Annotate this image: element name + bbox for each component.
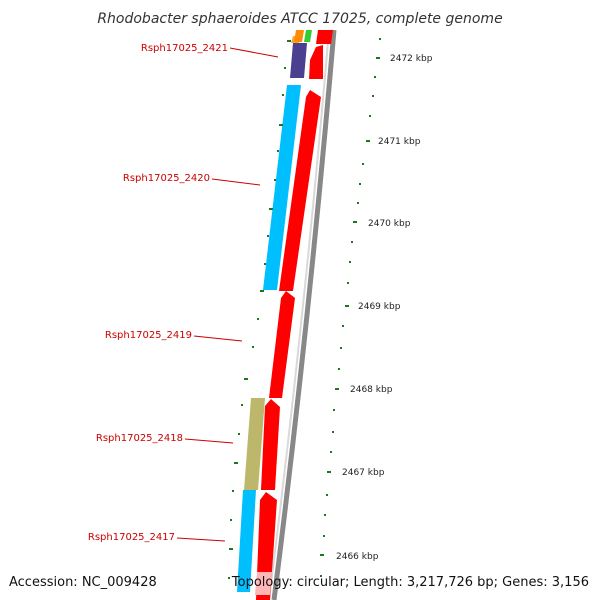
gene-label-2418[interactable]: Rsph17025_2418 — [96, 433, 234, 444]
gene-label-text[interactable]: Rsph17025_2418 — [96, 433, 183, 444]
gene-label-text[interactable]: Rsph17025_2417 — [88, 532, 175, 543]
scale-track — [320, 38, 381, 577]
scale-label-2469: 2469 kbp — [358, 302, 401, 312]
gene-label-2417[interactable]: Rsph17025_2417 — [88, 532, 226, 543]
reverse-gene-2420 — [263, 85, 301, 290]
scale-label-2471: 2471 kbp — [378, 137, 421, 147]
gene-label-leader — [184, 438, 234, 444]
inner-tick-marks — [228, 40, 291, 579]
scale-label-2466: 2466 kbp — [336, 552, 379, 562]
forward-gene-2421 — [309, 45, 323, 79]
gene-label-2419[interactable]: Rsph17025_2419 — [105, 330, 243, 342]
reverse-gene-2417 — [237, 490, 256, 592]
gene-label-text[interactable]: Rsph17025_2419 — [105, 330, 192, 341]
genome-backbone-highlight — [268, 29, 330, 600]
topology-text: Topology: circular; Length: 3,217,726 bp… — [231, 575, 589, 590]
genome-backbone — [271, 29, 337, 600]
forward-gene-2418 — [261, 399, 280, 490]
forward-gene-top — [316, 30, 333, 44]
scale-label-2467: 2467 kbp — [342, 468, 385, 478]
forward-gene-2420 — [279, 90, 321, 291]
map-title: Rhodobacter sphaeroides ATCC 17025, comp… — [97, 11, 502, 27]
purple-gene-block — [290, 43, 307, 78]
scale-label-2468: 2468 kbp — [350, 385, 393, 395]
gene-label-leader — [211, 178, 261, 186]
gene-label-leader — [229, 47, 279, 58]
gene-label-leader — [176, 537, 226, 542]
accession-text: Accession: NC_009428 — [9, 575, 157, 590]
olive-gene-block — [244, 398, 265, 490]
orange-gene-block-2 — [291, 36, 301, 43]
scale-label-2472: 2472 kbp — [390, 54, 433, 64]
gene-label-2421[interactable]: Rsph17025_2421 — [141, 43, 279, 58]
gene-label-2420[interactable]: Rsph17025_2420 — [123, 173, 261, 186]
scale-label-2470: 2470 kbp — [368, 219, 411, 229]
pink-gene-block — [255, 572, 272, 595]
forward-gene-2419 — [269, 291, 295, 398]
gene-label-text[interactable]: Rsph17025_2420 — [123, 173, 210, 184]
green-gene-block — [304, 30, 312, 42]
gene-label-text[interactable]: Rsph17025_2421 — [141, 43, 228, 54]
gene-label-leader — [193, 335, 243, 342]
